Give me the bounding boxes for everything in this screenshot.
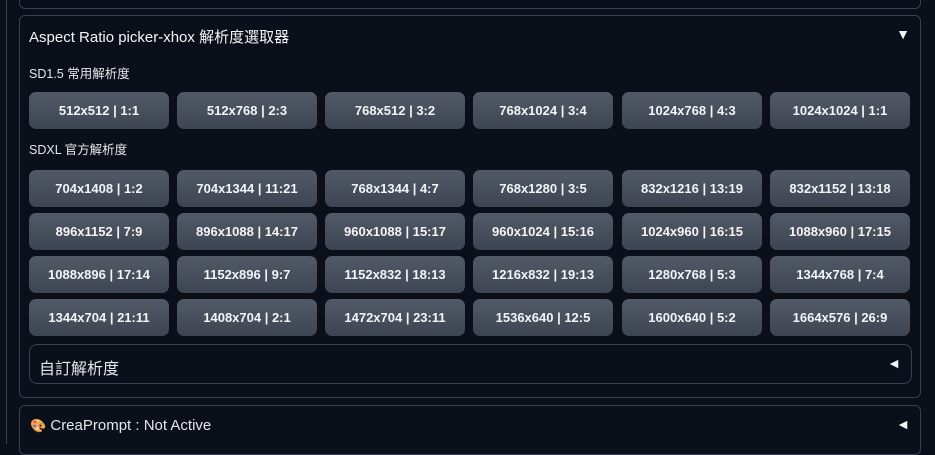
collapse-icon[interactable]: ▼ bbox=[896, 26, 910, 42]
resolution-button[interactable]: 1472x704 | 23:11 bbox=[325, 299, 465, 336]
creaprompt-accordion[interactable]: 🎨 CreaPrompt : Not Active ◄ bbox=[19, 405, 921, 455]
resolution-button[interactable]: 1408x704 | 2:1 bbox=[177, 299, 317, 336]
resolution-button[interactable]: 512x512 | 1:1 bbox=[29, 92, 169, 129]
resolution-button[interactable]: 704x1344 | 11:21 bbox=[177, 170, 317, 207]
resolution-button[interactable]: 1152x896 | 9:7 bbox=[177, 256, 317, 293]
sdxl-label: SDXL 官方解析度 bbox=[29, 143, 128, 157]
resolution-button[interactable]: 1664x576 | 26:9 bbox=[770, 299, 910, 336]
resolution-button[interactable]: 768x1344 | 4:7 bbox=[325, 170, 465, 207]
resolution-button[interactable]: 960x1088 | 15:17 bbox=[325, 213, 465, 250]
resolution-button[interactable]: 1344x704 | 21:11 bbox=[29, 299, 169, 336]
sd15-label: SD1.5 常用解析度 bbox=[29, 67, 130, 81]
palette-icon: 🎨 bbox=[30, 418, 47, 433]
resolution-button[interactable]: 832x1216 | 13:19 bbox=[622, 170, 762, 207]
panel-title[interactable]: Aspect Ratio picker-xhox 解析度選取器 bbox=[29, 29, 290, 46]
resolution-button[interactable]: 1600x640 | 5:2 bbox=[622, 299, 762, 336]
custom-resolution-accordion[interactable]: 自訂解析度 ◄ bbox=[29, 344, 912, 384]
left-border bbox=[6, 0, 7, 444]
resolution-button[interactable]: 1344x768 | 7:4 bbox=[770, 256, 910, 293]
resolution-button[interactable]: 1088x960 | 17:15 bbox=[770, 213, 910, 250]
expand-icon[interactable]: ◄ bbox=[887, 355, 901, 371]
resolution-button[interactable]: 1536x640 | 12:5 bbox=[473, 299, 613, 336]
resolution-button[interactable]: 896x1088 | 14:17 bbox=[177, 213, 317, 250]
resolution-button[interactable]: 960x1024 | 15:16 bbox=[473, 213, 613, 250]
resolution-button[interactable]: 768x1280 | 3:5 bbox=[473, 170, 613, 207]
resolution-button[interactable]: 512x768 | 2:3 bbox=[177, 92, 317, 129]
resolution-button[interactable]: 1152x832 | 18:13 bbox=[325, 256, 465, 293]
resolution-button[interactable]: 896x1152 | 7:9 bbox=[29, 213, 169, 250]
resolution-button[interactable]: 1088x896 | 17:14 bbox=[29, 256, 169, 293]
resolution-button[interactable]: 1024x1024 | 1:1 bbox=[770, 92, 910, 129]
aspect-ratio-panel: Aspect Ratio picker-xhox 解析度選取器 ▼ SD1.5 … bbox=[19, 15, 921, 398]
resolution-button[interactable]: 832x1152 | 13:18 bbox=[770, 170, 910, 207]
expand-icon[interactable]: ◄ bbox=[896, 416, 910, 432]
resolution-button[interactable]: 1024x960 | 16:15 bbox=[622, 213, 762, 250]
previous-panel bbox=[19, 0, 921, 9]
resolution-button[interactable]: 1280x768 | 5:3 bbox=[622, 256, 762, 293]
resolution-button[interactable]: 768x1024 | 3:4 bbox=[473, 92, 613, 129]
resolution-button[interactable]: 1024x768 | 4:3 bbox=[622, 92, 762, 129]
creaprompt-label: CreaPrompt : Not Active bbox=[50, 417, 212, 434]
custom-resolution-label: 自訂解析度 bbox=[39, 361, 120, 378]
resolution-button[interactable]: 1216x832 | 19:13 bbox=[473, 256, 613, 293]
resolution-button[interactable]: 704x1408 | 1:2 bbox=[29, 170, 169, 207]
resolution-button[interactable]: 768x512 | 3:2 bbox=[325, 92, 465, 129]
